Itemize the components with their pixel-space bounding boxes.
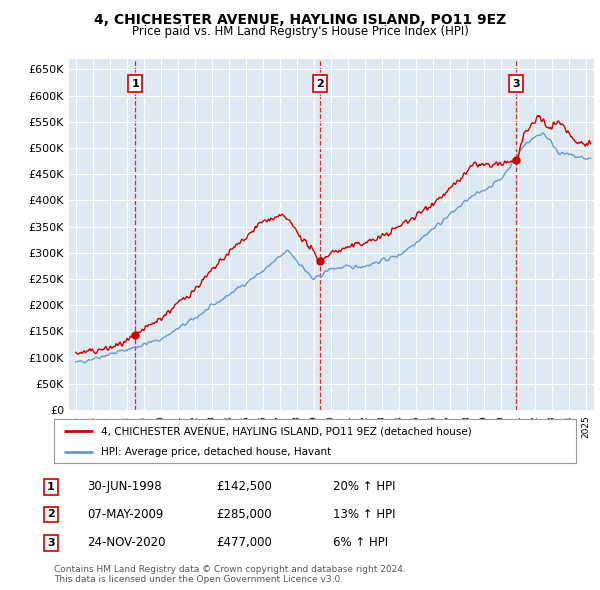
Text: 30-JUN-1998: 30-JUN-1998	[87, 480, 161, 493]
Text: 1: 1	[131, 78, 139, 88]
Text: 2: 2	[316, 78, 324, 88]
Text: £285,000: £285,000	[216, 508, 272, 521]
Text: 4, CHICHESTER AVENUE, HAYLING ISLAND, PO11 9EZ: 4, CHICHESTER AVENUE, HAYLING ISLAND, PO…	[94, 13, 506, 27]
Text: 13% ↑ HPI: 13% ↑ HPI	[333, 508, 395, 521]
Text: £477,000: £477,000	[216, 536, 272, 549]
Text: 4, CHICHESTER AVENUE, HAYLING ISLAND, PO11 9EZ (detached house): 4, CHICHESTER AVENUE, HAYLING ISLAND, PO…	[101, 427, 472, 436]
Text: 07-MAY-2009: 07-MAY-2009	[87, 508, 163, 521]
Text: Price paid vs. HM Land Registry's House Price Index (HPI): Price paid vs. HM Land Registry's House …	[131, 25, 469, 38]
Text: 1: 1	[47, 482, 55, 491]
Text: 24-NOV-2020: 24-NOV-2020	[87, 536, 166, 549]
Text: 20% ↑ HPI: 20% ↑ HPI	[333, 480, 395, 493]
Text: £142,500: £142,500	[216, 480, 272, 493]
Text: HPI: Average price, detached house, Havant: HPI: Average price, detached house, Hava…	[101, 447, 331, 457]
Text: 3: 3	[512, 78, 520, 88]
Text: Contains HM Land Registry data © Crown copyright and database right 2024.
This d: Contains HM Land Registry data © Crown c…	[54, 565, 406, 584]
Text: 2: 2	[47, 510, 55, 519]
Text: 3: 3	[47, 538, 55, 548]
Text: 6% ↑ HPI: 6% ↑ HPI	[333, 536, 388, 549]
